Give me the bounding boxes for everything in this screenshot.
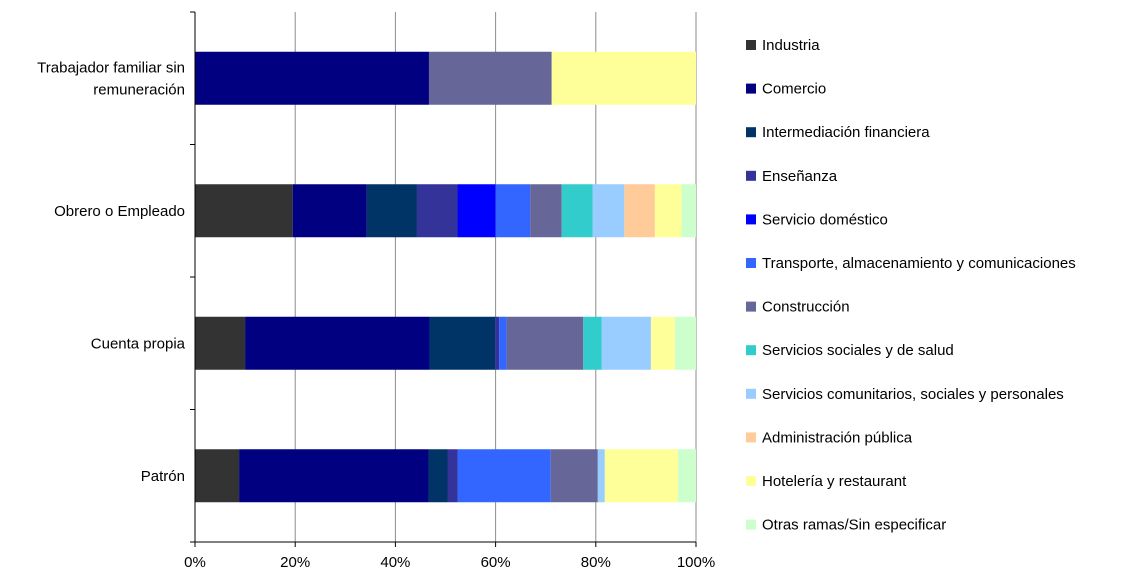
legend-swatch bbox=[746, 301, 756, 312]
legend-label: Servicios sociales y de salud bbox=[762, 342, 954, 359]
bar-segment bbox=[654, 184, 682, 238]
x-tick-label: 40% bbox=[380, 554, 410, 571]
legend-item: Servicios sociales y de salud bbox=[746, 342, 954, 359]
bar-segment bbox=[416, 184, 458, 238]
legend-swatch bbox=[746, 476, 756, 486]
legend-label: Intermediación financiera bbox=[762, 124, 930, 141]
legend-swatch bbox=[746, 170, 756, 181]
bar-segment bbox=[195, 184, 293, 238]
bar-segment bbox=[495, 184, 531, 238]
legend-swatch bbox=[746, 432, 756, 443]
legend-item: Servicio doméstico bbox=[746, 211, 888, 228]
legend-swatch bbox=[746, 388, 756, 399]
legend-label: Construcción bbox=[762, 299, 850, 316]
bar-segment bbox=[677, 449, 696, 503]
x-tick-label: 0% bbox=[184, 554, 206, 571]
category-label: remuneración bbox=[93, 81, 185, 98]
x-tick-label: 60% bbox=[481, 554, 511, 571]
category-label: Patrón bbox=[141, 468, 185, 485]
axes: Trabajador familiar sin remuneración Obrer… bbox=[37, 11, 715, 571]
legend-item: Construcción bbox=[746, 299, 850, 316]
legend-item: Intermediación financiera bbox=[746, 124, 930, 141]
legend-swatch bbox=[746, 127, 756, 138]
x-tick-label: 80% bbox=[581, 554, 611, 571]
bar-segment bbox=[604, 449, 678, 503]
bar-segment bbox=[551, 51, 696, 105]
bar-segment bbox=[530, 184, 562, 238]
legend: Industria Comercio Intermediación financie… bbox=[746, 37, 1076, 534]
bar-segment bbox=[561, 184, 593, 238]
bar-segment bbox=[550, 449, 598, 503]
legend-label: Hotelería y restaurant bbox=[762, 473, 907, 490]
bar-segment bbox=[239, 449, 429, 503]
bar-segment bbox=[429, 316, 496, 370]
bar-segment bbox=[650, 316, 675, 370]
bar-segment bbox=[457, 184, 496, 238]
x-tick-label: 100% bbox=[677, 554, 715, 571]
bar-segment bbox=[597, 449, 605, 503]
bar-segment bbox=[592, 184, 625, 238]
bar-segment bbox=[601, 316, 651, 370]
legend-item: Administración pública bbox=[746, 429, 913, 446]
bar-segment bbox=[506, 316, 584, 370]
bar-segment bbox=[195, 316, 246, 370]
bar-segment bbox=[366, 184, 417, 238]
category-label: Obrero o Empleado bbox=[54, 203, 185, 220]
bar-segment bbox=[428, 51, 552, 105]
legend-label: Comercio bbox=[762, 81, 826, 98]
legend-swatch bbox=[746, 83, 756, 94]
category-label: Cuenta propia bbox=[91, 335, 186, 352]
bar-segment bbox=[495, 316, 500, 370]
legend-item: Hotelería y restaurant bbox=[746, 473, 907, 490]
bars bbox=[195, 51, 696, 503]
legend-label: Otras ramas/Sin especificar bbox=[762, 517, 946, 534]
bar-segment bbox=[195, 51, 429, 105]
legend-label: Servicios comunitarios, sociales y perso… bbox=[762, 386, 1064, 403]
legend-swatch bbox=[746, 258, 756, 268]
bar-segment bbox=[245, 316, 430, 370]
legend-label: Enseñanza bbox=[762, 168, 838, 185]
legend-item: Transporte, almacenamiento y comunicacio… bbox=[746, 255, 1076, 272]
legend-swatch bbox=[746, 519, 756, 530]
legend-item: Industria bbox=[746, 37, 820, 54]
legend-label: Industria bbox=[762, 37, 820, 54]
category-label: Trabajador familiar sin bbox=[37, 59, 185, 76]
bar-segment bbox=[583, 316, 602, 370]
bar-segment bbox=[674, 316, 696, 370]
legend-label: Servicio doméstico bbox=[762, 211, 888, 228]
legend-swatch bbox=[746, 40, 756, 50]
bar-segment bbox=[499, 316, 507, 370]
bar-segment bbox=[624, 184, 655, 238]
bar-segment bbox=[428, 449, 448, 503]
legend-item: Enseñanza bbox=[746, 168, 838, 185]
x-tick-label: 20% bbox=[280, 554, 310, 571]
bar-segment bbox=[457, 449, 551, 503]
legend-item: Comercio bbox=[746, 81, 826, 98]
bar-segment bbox=[195, 449, 240, 503]
bar-segment bbox=[681, 184, 696, 238]
legend-label: Administración pública bbox=[762, 429, 913, 446]
bar-segment bbox=[447, 449, 458, 503]
legend-swatch bbox=[746, 214, 756, 225]
legend-item: Otras ramas/Sin especificar bbox=[746, 517, 946, 534]
bar-segment bbox=[292, 184, 367, 238]
legend-swatch bbox=[746, 345, 756, 356]
legend-item: Servicios comunitarios, sociales y perso… bbox=[746, 386, 1064, 403]
legend-label: Transporte, almacenamiento y comunicacio… bbox=[762, 255, 1076, 272]
